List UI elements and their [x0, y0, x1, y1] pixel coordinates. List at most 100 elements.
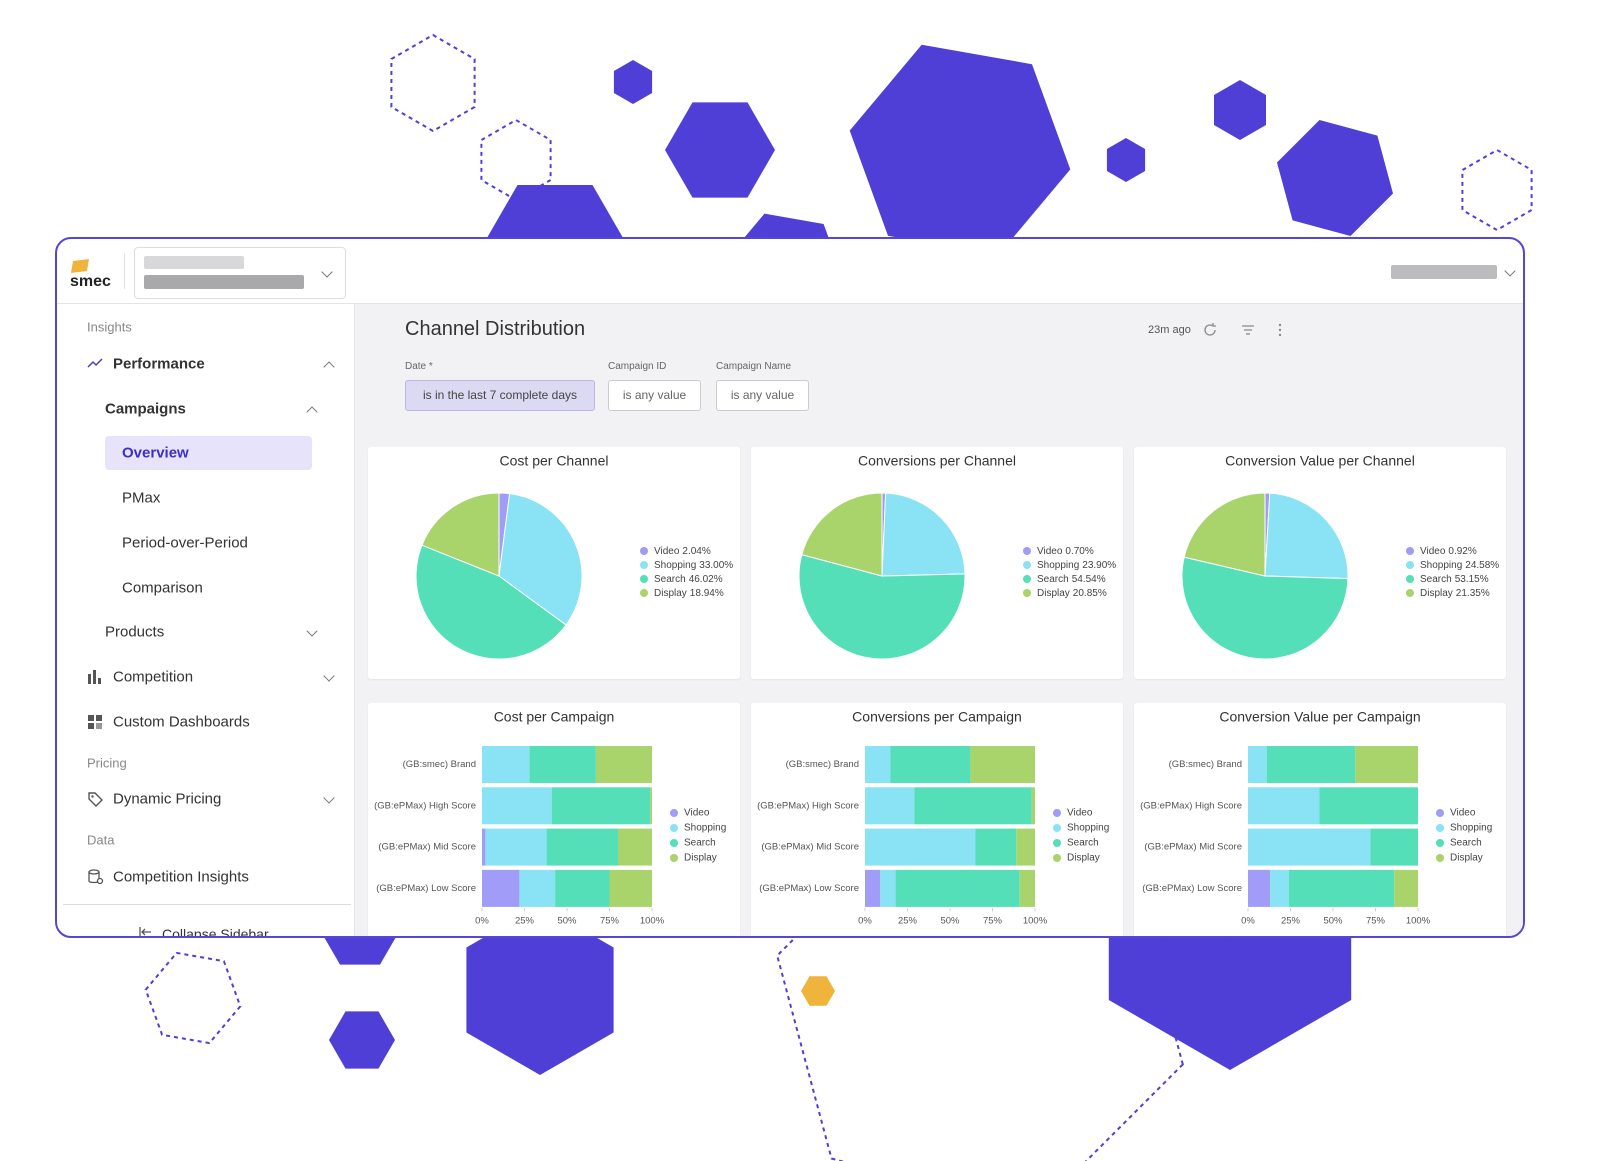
legend-swatch [1023, 589, 1031, 597]
nav-item[interactable]: Comparison [122, 579, 203, 597]
nav-item[interactable]: Campaigns [105, 400, 186, 418]
nav-item[interactable]: Competition [113, 668, 194, 686]
pie-slice [798, 553, 966, 660]
hexagon [1461, 148, 1533, 232]
active-highlight [105, 436, 312, 470]
pie-slice [801, 492, 883, 577]
hexagon [466, 905, 614, 1075]
category-label: (GB:smec) Brand [403, 759, 476, 770]
icon [88, 670, 101, 684]
chart-title: Conversion Value per Campaign [1219, 709, 1420, 725]
x-tick-label: 100% [1023, 916, 1048, 927]
chart-card: Cost per Channel Video 2.04% Shopping 33.00%… [368, 447, 740, 679]
hexagon [665, 102, 775, 198]
legend-label: Search 46.02% [654, 574, 723, 585]
nav-item[interactable]: Dynamic Pricing [113, 790, 222, 808]
section-label: Insights [87, 319, 132, 335]
chevron [323, 792, 335, 804]
pie-slice [1183, 492, 1266, 577]
hexagon [801, 976, 835, 1006]
legend-swatch [1406, 561, 1414, 569]
bar-segment [485, 828, 547, 866]
legend-value: 24.58% [1465, 560, 1499, 571]
chart-title: Cost per Campaign [494, 709, 615, 725]
nav-item[interactable]: Custom Dashboards [113, 713, 250, 731]
legend-swatch [670, 824, 678, 832]
filter-value[interactable]: is any value [608, 380, 701, 411]
refresh-icon[interactable] [1204, 323, 1216, 336]
bar-segment [890, 746, 971, 783]
bar-segment [1016, 828, 1035, 866]
hexagon [1277, 120, 1393, 236]
chart-card: Conversions per Channel Video 0.70% Shoppin… [751, 447, 1123, 679]
legend-name: Shopping [1037, 560, 1079, 571]
legend-value: 23.90% [1082, 560, 1116, 571]
legend-swatch [1436, 809, 1444, 817]
nav-item[interactable]: Products [105, 623, 165, 641]
bar-segment [529, 746, 596, 783]
legend-value: 21.35% [1456, 588, 1490, 599]
icon [88, 715, 102, 729]
bar-segment [880, 869, 896, 907]
bar-segment [595, 746, 652, 783]
bar-segment [865, 746, 891, 783]
category-label: (GB:ePMax) Low Score [376, 883, 476, 894]
bar-segment [482, 746, 530, 783]
legend-name: Video [1420, 546, 1446, 557]
user-placeholder[interactable] [1391, 265, 1497, 279]
chevron [323, 670, 335, 682]
nav-item[interactable]: Overview [122, 444, 189, 462]
bar-segment [482, 869, 520, 907]
divider [124, 253, 125, 289]
filter-icon[interactable] [1242, 325, 1254, 335]
legend-label: Search 54.54% [1037, 574, 1106, 585]
top-bar: smec [57, 239, 1523, 304]
bar-segment [895, 869, 1020, 907]
chevron [321, 266, 333, 278]
legend-swatch [1053, 839, 1061, 847]
category-label: (GB:ePMax) Mid Score [378, 842, 476, 853]
legend-swatch [1406, 575, 1414, 583]
x-tick-label: 25% [1281, 916, 1301, 927]
filter-value[interactable]: is in the last 7 complete days [405, 380, 595, 411]
bar-segment [555, 869, 610, 907]
bar-segment [609, 869, 652, 907]
account-selector[interactable] [134, 247, 346, 299]
bar-segment [482, 787, 552, 825]
category-label: (GB:smec) Brand [786, 759, 859, 770]
bar-segment [551, 787, 651, 825]
x-tick-label: 50% [940, 916, 960, 927]
legend-swatch [1053, 809, 1061, 817]
chart-card: Conversion Value per Campaign (GB:smec) B… [1134, 703, 1506, 936]
legend-swatch [640, 547, 648, 555]
x-tick-label: 0% [858, 916, 872, 927]
nav-item[interactable]: PMax [122, 489, 161, 507]
chevron [323, 361, 335, 373]
app-window: smec Insights Performance Campaigns Over… [55, 237, 1525, 938]
legend-name: Search [654, 574, 686, 585]
legend-label: Video [1067, 808, 1093, 819]
nav-item[interactable]: Competition Insights [113, 868, 249, 886]
chevron [1504, 265, 1516, 277]
updated-time: 23m ago [1148, 324, 1191, 336]
chart-card: Conversion Value per Channel Video 0.92% Sh… [1134, 447, 1506, 679]
pie-slice [881, 492, 966, 577]
nav-item[interactable]: Period-over-Period [122, 534, 248, 552]
category-label: (GB:ePMax) High Score [757, 800, 859, 811]
collapse-button[interactable]: Collapse Sidebar [162, 926, 269, 938]
chart: Conversions per Channel Video 0.70% Shoppin… [798, 453, 1116, 660]
hexagon [613, 60, 653, 104]
legend-label: Shopping 24.58% [1420, 560, 1499, 571]
filter-value[interactable]: is any value [716, 380, 809, 411]
legend-label: Video 0.92% [1420, 546, 1477, 557]
legend-swatch [640, 575, 648, 583]
bar-segment [1248, 787, 1320, 825]
section-label: Pricing [87, 755, 127, 771]
legend-label: Display 18.94% [654, 588, 724, 599]
x-tick-label: 0% [1241, 916, 1255, 927]
nav-item[interactable]: Performance [113, 355, 205, 373]
legend-label: Shopping [684, 823, 726, 834]
bar-segment [1355, 746, 1418, 783]
chevron [306, 406, 318, 418]
menu-icon[interactable] [1278, 323, 1282, 337]
